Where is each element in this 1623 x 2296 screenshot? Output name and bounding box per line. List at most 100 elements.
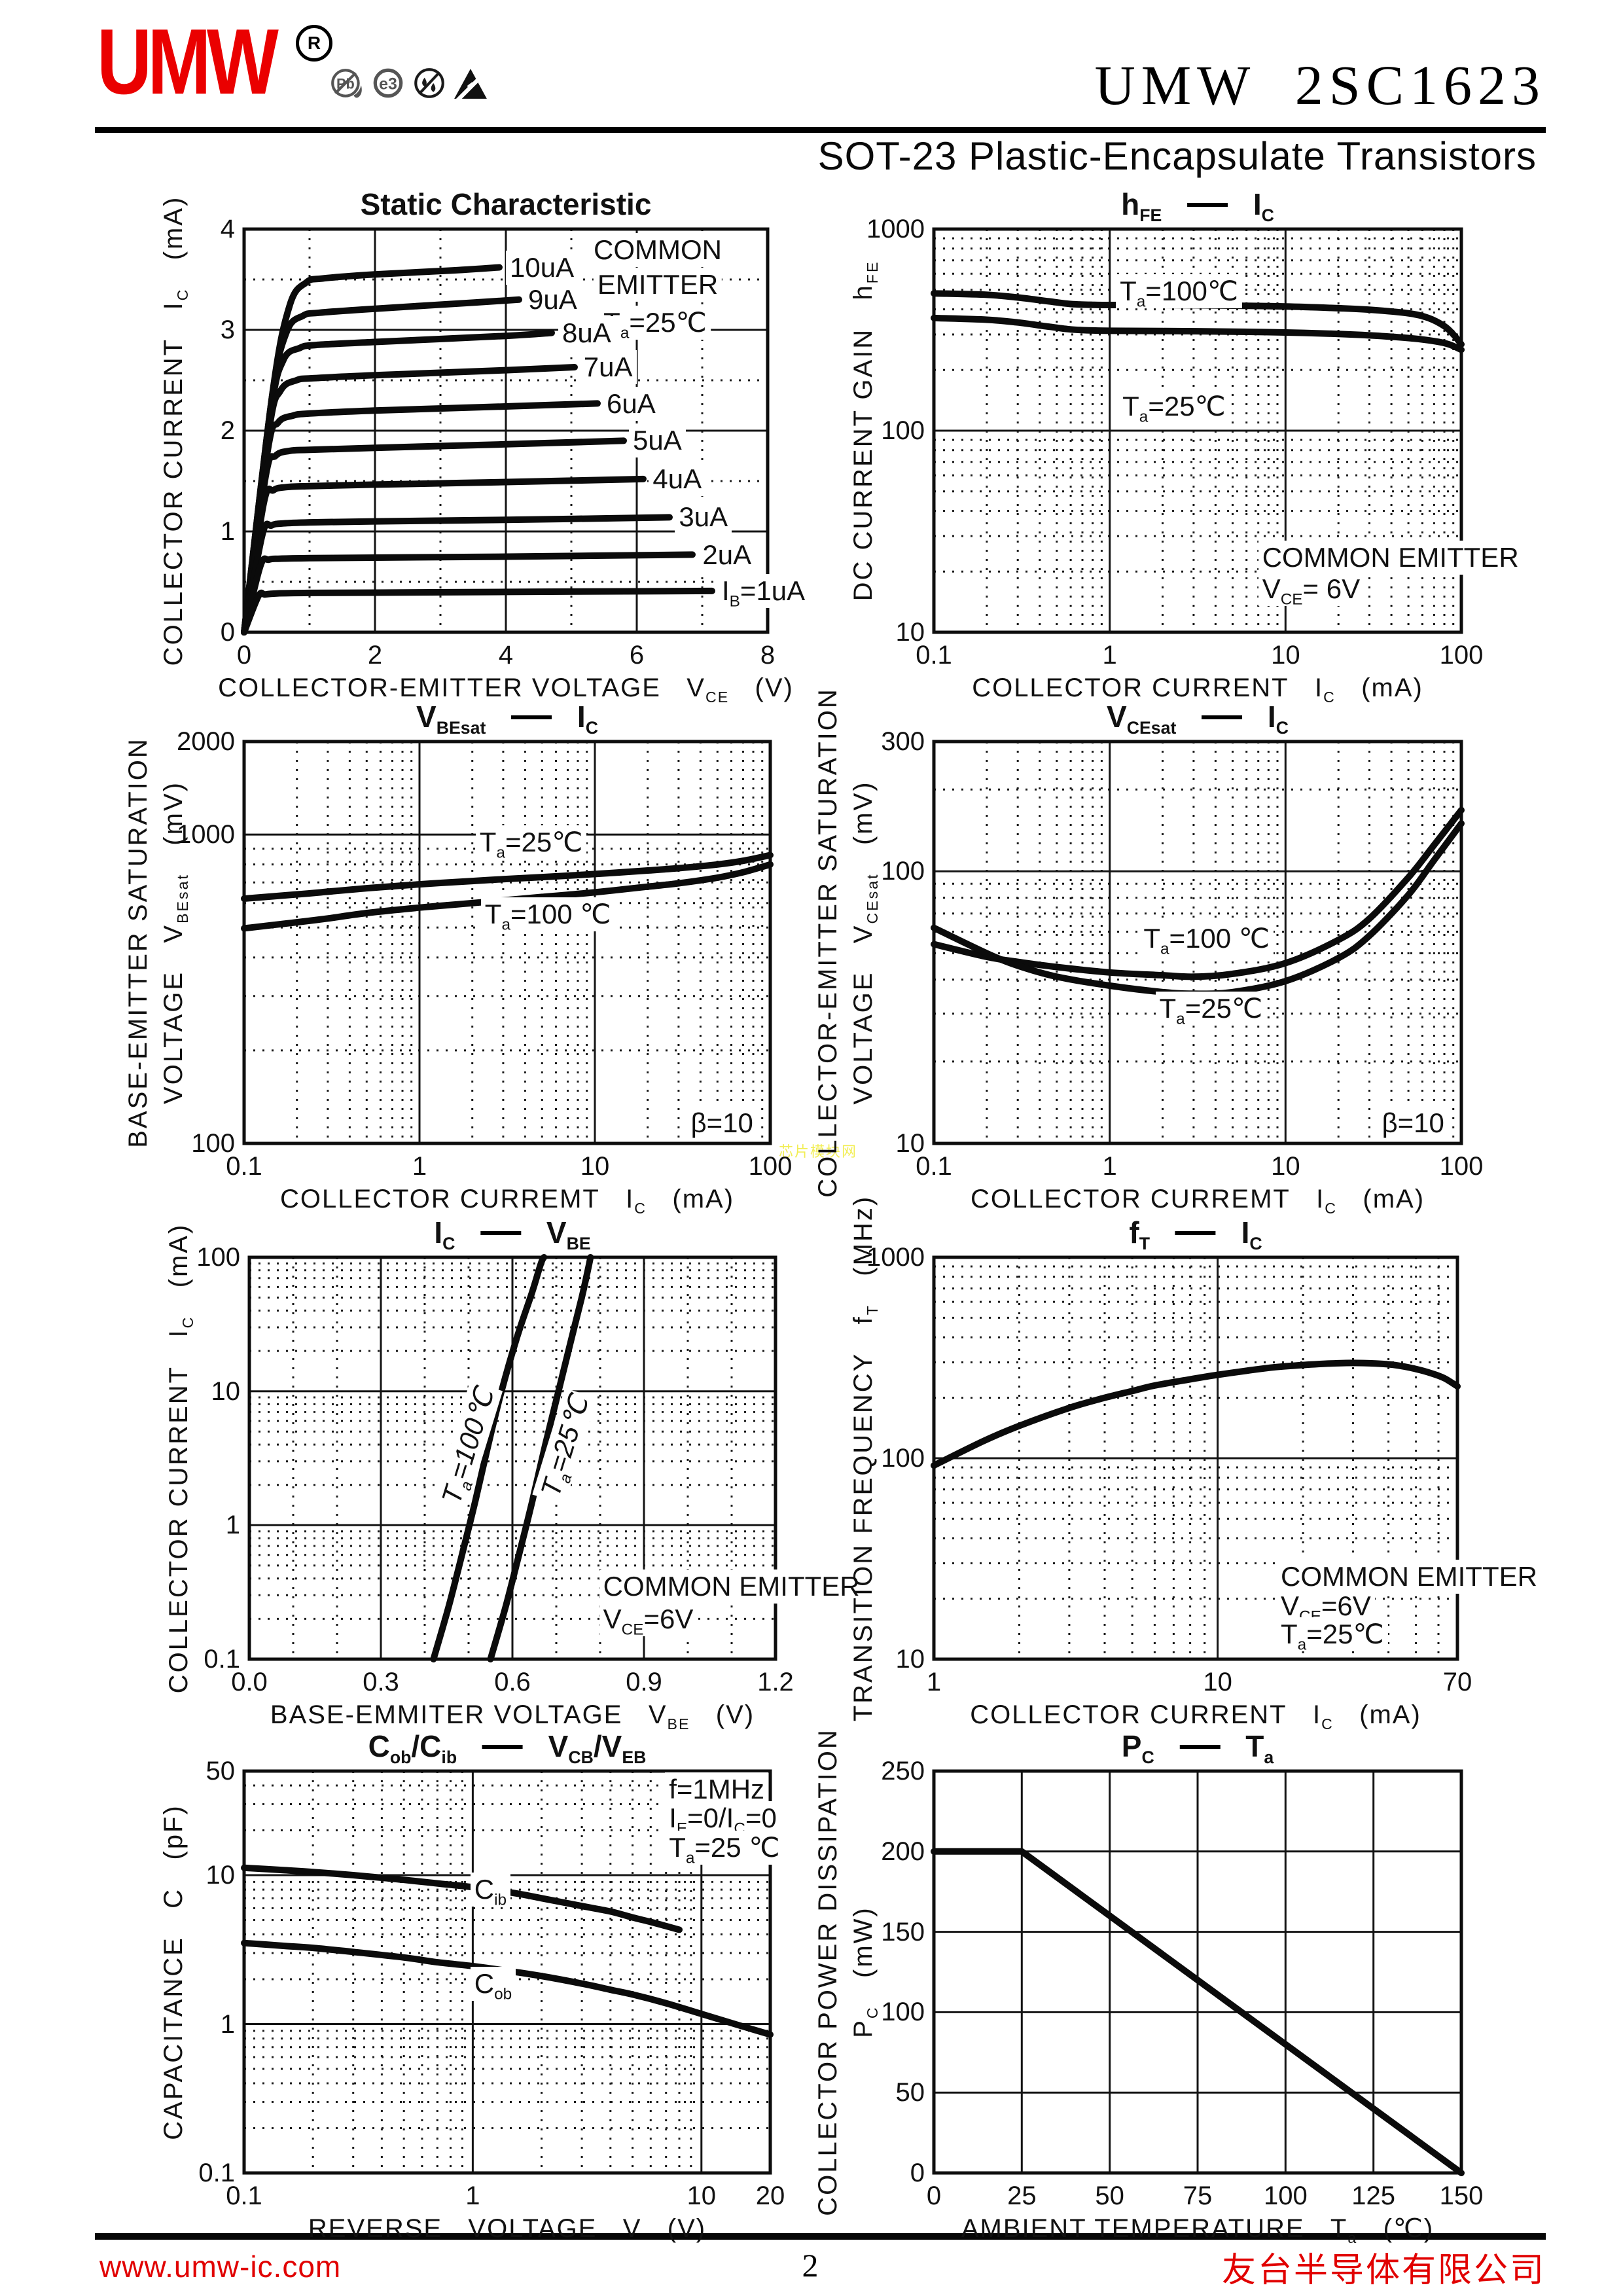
y-tick-label: 100 bbox=[196, 1243, 240, 1272]
y-tick-label: 100 bbox=[881, 1444, 925, 1473]
x-tick-label: 0 bbox=[926, 2181, 942, 2210]
x-tick-label: 1 bbox=[465, 2181, 480, 2210]
y-tick-label: 2 bbox=[220, 416, 235, 445]
y-tick-label: 0 bbox=[910, 2159, 925, 2187]
series-Pc bbox=[931, 1848, 1465, 2176]
x-axis-label: BASE-EMMITER VOLTAGE VBE (V) bbox=[270, 1700, 755, 1732]
annotation: COMMON EMITTER bbox=[599, 1570, 864, 1604]
x-tick-label: 0.0 bbox=[231, 1668, 268, 1696]
annotation: Ta=100 ℃ bbox=[480, 897, 615, 933]
x-tick-label: 0.9 bbox=[626, 1668, 662, 1696]
y-tick-label: 10 bbox=[895, 1129, 925, 1158]
series-Ta=100C bbox=[931, 806, 1465, 980]
x-tick-label: 100 bbox=[1439, 641, 1484, 670]
y-tick-label: 1 bbox=[225, 1511, 240, 1540]
header-rule bbox=[95, 127, 1546, 133]
y-tick-label: 250 bbox=[881, 1757, 925, 1785]
product-title: UMW 2SC1623 bbox=[1094, 54, 1546, 117]
x-tick-label: 0.1 bbox=[916, 641, 952, 670]
chart-title: PC Ta bbox=[1121, 1729, 1274, 1768]
x-axis-label: AMBIENT TEMPERATURE Ta (℃) bbox=[961, 2214, 1435, 2246]
footer-company: 友台半导体有限公司 bbox=[1221, 2251, 1546, 2289]
annotation: 10uA bbox=[506, 250, 579, 285]
compliance-badges: Pb e3 bbox=[329, 65, 489, 102]
annotation: IB=1uA bbox=[718, 574, 810, 609]
y-tick-label: 10 bbox=[895, 1645, 925, 1674]
chart-title: Cob/Cib VCB/VEB bbox=[368, 1729, 647, 1768]
footer-rule bbox=[95, 2233, 1546, 2240]
annotation: Ta=25℃ bbox=[1155, 992, 1267, 1027]
annotation: Ta=25℃ bbox=[1118, 389, 1230, 425]
x-tick-label: 0 bbox=[236, 641, 252, 670]
y-tick-label: 4 bbox=[220, 215, 235, 243]
x-tick-label: 20 bbox=[755, 2181, 785, 2210]
annotation: EMITTER bbox=[593, 268, 722, 302]
x-tick-label: 10 bbox=[580, 1152, 610, 1181]
y-tick-label: 1 bbox=[220, 2009, 235, 2039]
x-tick-label: 10 bbox=[1271, 1152, 1300, 1181]
annotation: Cob bbox=[470, 1967, 516, 2002]
x-tick-label: 100 bbox=[1263, 2181, 1308, 2210]
annotation: 5uA bbox=[629, 423, 686, 458]
y-axis-label: CAPACITANCE C (pF) bbox=[159, 1804, 188, 2140]
annotation: Ta=100 ℃ bbox=[1139, 921, 1274, 957]
series-IB=1uA bbox=[241, 587, 715, 636]
y-tick-label: 100 bbox=[881, 857, 925, 886]
x-tick-label: 0.1 bbox=[226, 1152, 262, 1181]
y-tick-label: 10 bbox=[211, 1376, 241, 1406]
series-Cob bbox=[241, 1939, 774, 2038]
y-tick-label: 1000 bbox=[177, 820, 235, 850]
y-tick-label: 0 bbox=[220, 618, 235, 647]
annotation: COMMON bbox=[590, 233, 726, 268]
x-tick-label: 0.3 bbox=[363, 1668, 399, 1696]
y-tick-label: 100 bbox=[881, 416, 925, 445]
series-IB=5uA bbox=[241, 437, 627, 636]
x-axis-label: COLLECTOR CURRENT IC (mA) bbox=[972, 673, 1423, 706]
annotation: Ta=25℃ bbox=[475, 825, 587, 861]
x-tick-label: 1.2 bbox=[757, 1668, 794, 1696]
x-tick-label: 70 bbox=[1442, 1668, 1472, 1696]
y-tick-label: 1 bbox=[220, 517, 235, 546]
x-tick-label: 0.6 bbox=[494, 1668, 531, 1696]
x-axis-label: COLLECTOR CURREMT IC (mA) bbox=[970, 1185, 1425, 1217]
x-axis-label: COLLECTOR-EMITTER VOLTAGE VCE (V) bbox=[218, 673, 794, 706]
series-Ta=25C bbox=[931, 314, 1465, 353]
y-tick-label: 2000 bbox=[177, 727, 235, 756]
x-tick-label: 1 bbox=[926, 1668, 942, 1696]
annotation: 6uA bbox=[603, 386, 660, 421]
series-Ta=25C bbox=[487, 1254, 594, 1662]
annotation: VCE= 6V bbox=[1258, 572, 1364, 607]
chart-title: IC VBE bbox=[434, 1215, 591, 1254]
x-tick-label: 25 bbox=[1007, 2181, 1037, 2210]
chart-title: VBEsat IC bbox=[416, 700, 598, 738]
y-axis-label: VOLTAGE VCEsat (mV) bbox=[849, 780, 881, 1105]
registered-trademark-icon: R bbox=[296, 25, 332, 62]
watermark-text: 芯片模块网 bbox=[779, 1143, 858, 1160]
umw-logo: UMW bbox=[97, 10, 279, 114]
x-tick-label: 75 bbox=[1183, 2181, 1213, 2210]
chart-title: VCEsat IC bbox=[1107, 700, 1289, 738]
annotation: f=1MHz bbox=[665, 1772, 769, 1806]
x-tick-label: 10 bbox=[687, 2181, 717, 2210]
pb-free-icon: Pb bbox=[329, 65, 365, 102]
series-IB=3uA bbox=[241, 514, 673, 636]
x-axis-label: COLLECTOR CURREMT IC (mA) bbox=[279, 1185, 735, 1217]
x-tick-label: 125 bbox=[1351, 2181, 1396, 2210]
y-tick-label: 300 bbox=[881, 727, 925, 756]
annotation: IE=0/IC=0 bbox=[665, 1801, 781, 1837]
esd-warning-icon bbox=[452, 65, 489, 102]
annotation: β=10 bbox=[687, 1106, 757, 1141]
y-tick-label: 50 bbox=[205, 1757, 236, 1785]
y-tick-label: 0.1 bbox=[198, 2159, 235, 2187]
x-tick-label: 6 bbox=[629, 641, 645, 670]
y-tick-label: 100 bbox=[191, 1129, 235, 1158]
x-tick-label: 0.1 bbox=[916, 1152, 952, 1181]
y-tick-label: 3 bbox=[220, 315, 235, 344]
x-tick-label: 0.1 bbox=[226, 2181, 262, 2210]
series-IB=2uA bbox=[241, 551, 696, 636]
y-tick-label: 150 bbox=[881, 1917, 925, 1946]
x-tick-label: 50 bbox=[1095, 2181, 1124, 2210]
x-tick-label: 100 bbox=[748, 1152, 793, 1181]
